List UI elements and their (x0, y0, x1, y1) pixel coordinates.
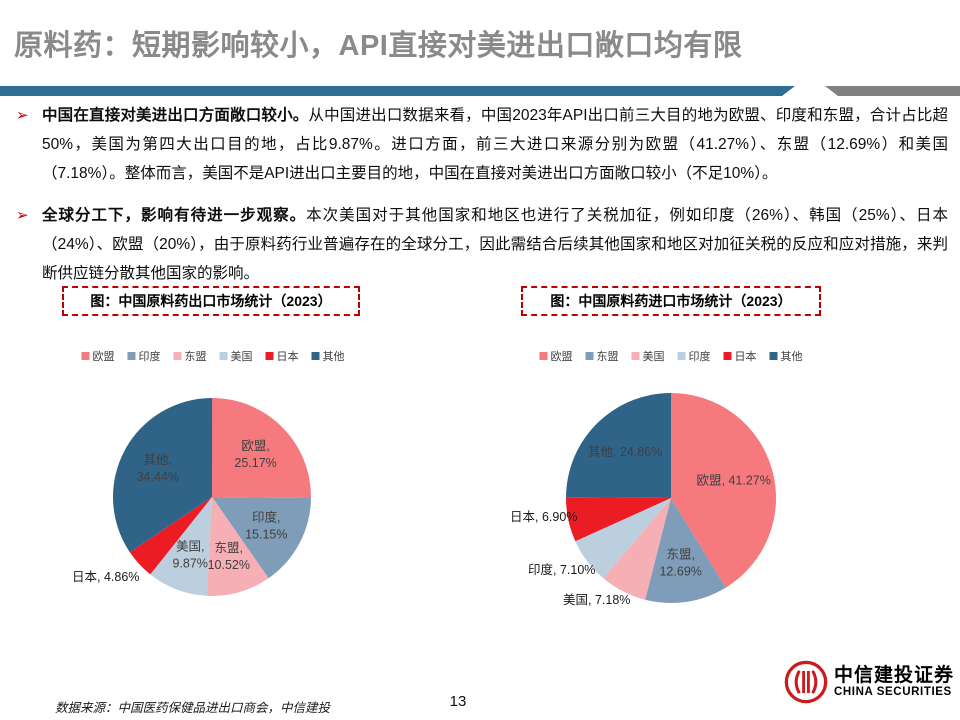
legend-label: 欧盟 (550, 351, 573, 363)
logo-text: 中信建投证券 CHINA SECURITIES (834, 666, 954, 698)
legend-item-印度: 印度 (677, 348, 711, 364)
pie-slice-日本 (565, 497, 671, 542)
company-logo: 中信建投证券 CHINA SECURITIES (783, 659, 954, 705)
pie-slice-印度 (212, 497, 311, 579)
legend-label: 美国 (230, 351, 253, 363)
legend-label: 东盟 (596, 351, 619, 363)
pie-label-东盟: 东盟, 12.69% (659, 547, 701, 578)
pie-label-欧盟: 欧盟, 41.27% (697, 473, 771, 487)
legend-item-日本: 日本 (723, 348, 757, 364)
legend-swatch-icon (631, 352, 640, 360)
bullet-item: ➢ 中国在直接对美进出口方面敞口较小。从中国进出口数据来看，中国2023年API… (16, 101, 948, 188)
legend-item-印度: 印度 (127, 348, 161, 364)
header-bar-blue (0, 86, 795, 96)
pie-slice-美国 (603, 498, 671, 600)
legend-label: 日本 (276, 351, 299, 363)
legend-label: 其他 (780, 351, 803, 363)
legend-export: 欧盟 印度 东盟 美国 日本 其他 (81, 348, 345, 364)
pie-slice-日本 (129, 497, 212, 575)
legend-label: 其他 (322, 351, 345, 363)
header-bar-gray (825, 86, 960, 96)
pie-slice-东盟 (645, 498, 726, 604)
legend-swatch-icon (677, 352, 686, 360)
bullet-item: ➢ 全球分工下，影响有待进一步观察。本次美国对于其他国家和地区也进行了关税加征，… (16, 201, 948, 288)
logo-en-label: CHINA SECURITIES (833, 685, 952, 698)
legend-item-美国: 美国 (631, 348, 665, 364)
legend-swatch-icon (127, 352, 136, 360)
legend-swatch-icon (585, 352, 594, 360)
legend-item-其他: 其他 (769, 348, 803, 364)
pie-chart-export: 欧盟, 25.17% 印度, 15.15%东盟, 10.52%美国, 9.87% 日本, 4… (72, 397, 311, 596)
legend-label: 日本 (734, 351, 757, 363)
bullet-arrow-icon: ➢ (16, 107, 29, 124)
bullet-lead: 中国在直接对美进出口方面敞口较小。 (42, 107, 309, 124)
china-securities-logo-icon (784, 660, 828, 704)
legend-label: 东盟 (184, 351, 207, 363)
bullet-text: 全球分工下，影响有待进一步观察。本次美国对于其他国家和地区也进行了关税加征，例如… (42, 201, 948, 288)
pie-label-欧盟: 欧盟, 25.17% (234, 439, 276, 470)
bullet-arrow-icon: ➢ (16, 207, 29, 224)
pie-slice-东盟 (206, 497, 269, 596)
legend-swatch-icon (173, 352, 182, 360)
pie-slice-其他 (566, 393, 671, 498)
chart-title-import: 图：中国原料药进口市场统计（2023） (521, 286, 821, 316)
pie-label-东盟: 东盟, 10.52% (208, 541, 250, 572)
pie-label-其他: 其他, 34.44% (137, 453, 179, 484)
legend-label: 欧盟 (92, 351, 115, 363)
legend-swatch-icon (265, 352, 274, 360)
pie-label-其他: 其他, 24.86% (588, 445, 662, 459)
legend-swatch-icon (723, 352, 732, 360)
pie-label-日本: 日本, 4.86% (72, 570, 139, 584)
pie-label-日本: 日本, 6.90% (510, 510, 577, 524)
legend-swatch-icon (81, 352, 90, 360)
pie-slice-美国 (150, 497, 212, 596)
bullet-body: 本次美国对于其他国家和地区也进行了关税加征，例如印度（26%）、韩国（25%）、… (42, 207, 948, 282)
pie-slice-其他 (113, 397, 213, 553)
chart-title-export: 图：中国原料药出口市场统计（2023） (62, 286, 360, 316)
legend-item-其他: 其他 (311, 348, 345, 364)
legend-swatch-icon (311, 352, 320, 360)
legend-item-欧盟: 欧盟 (81, 348, 115, 364)
legend-import: 欧盟 东盟 美国 印度 日本 其他 (539, 348, 803, 364)
logo-cn-label: 中信建投证券 (833, 665, 954, 686)
legend-item-美国: 美国 (219, 348, 253, 364)
legend-swatch-icon (219, 352, 228, 360)
bullet-text: 中国在直接对美进出口方面敞口较小。从中国进出口数据来看，中国2023年API出口… (42, 101, 948, 188)
pie-slice-欧盟 (212, 398, 311, 499)
bullet-lead: 全球分工下，影响有待进一步观察。 (42, 207, 307, 224)
legend-swatch-icon (769, 352, 778, 360)
legend-label: 印度 (138, 351, 161, 363)
legend-item-东盟: 东盟 (173, 348, 207, 364)
legend-label: 美国 (642, 351, 665, 363)
legend-item-日本: 日本 (265, 348, 299, 364)
bullet-body: 从中国进出口数据来看，中国2023年API出口前三大目的地为欧盟、印度和东盟，合… (42, 107, 948, 182)
source-note: 数据来源：中国医药保健品进出口商会，中信建投 (55, 701, 331, 715)
legend-label: 印度 (688, 351, 711, 363)
pie-chart-import: 欧盟, 41.27% 东盟, 12.69% 美国, 7.18% 印度, 7.10% 日本,… (510, 393, 777, 607)
pie-label-美国: 美国, 9.87% (172, 539, 207, 570)
legend-item-东盟: 东盟 (585, 348, 619, 364)
legend-item-欧盟: 欧盟 (539, 348, 573, 364)
page-number: 13 (449, 693, 467, 710)
pie-label-印度: 印度, 15.15% (245, 510, 287, 542)
pie-slice-印度 (575, 498, 671, 579)
pie-slice-欧盟 (671, 393, 777, 588)
bullet-list: ➢ 中国在直接对美进出口方面敞口较小。从中国进出口数据来看，中国2023年API… (16, 101, 948, 301)
pie-label-美国: 美国, 7.18% (563, 593, 630, 607)
page-title: 原料药：短期影响较小，API直接对美进出口敞口均有限 (14, 30, 743, 62)
pie-label-印度: 印度, 7.10% (528, 562, 595, 577)
legend-swatch-icon (539, 352, 548, 360)
